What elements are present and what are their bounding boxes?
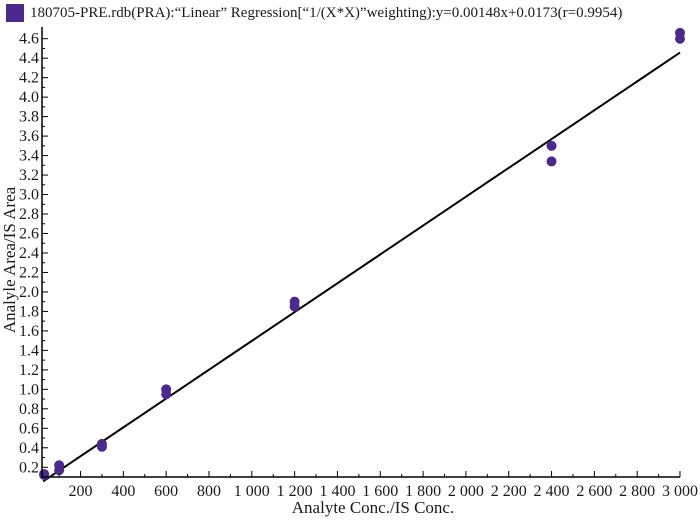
x-tick-label: 1 200 — [277, 483, 313, 500]
y-tick-label: 0.6 — [19, 420, 39, 437]
y-tick-label: 2.2 — [19, 264, 39, 281]
x-tick-label: 200 — [69, 483, 93, 500]
x-tick-label: 800 — [197, 483, 221, 500]
y-tick-label: 1.8 — [19, 303, 39, 320]
y-tick-label: 3.6 — [19, 128, 39, 145]
y-tick-label: 1.4 — [19, 342, 39, 359]
y-tick-label: 4.0 — [19, 89, 39, 106]
y-tick-label: 0.8 — [19, 401, 39, 418]
chart-title: 180705-PRE.rdb(PRA):“Linear” Regression[… — [30, 4, 623, 21]
data-point — [289, 301, 300, 312]
x-tick-label: 2 600 — [576, 483, 612, 500]
y-tick-label: 3.4 — [19, 148, 39, 165]
y-tick-label: 1.0 — [19, 381, 39, 398]
y-tick-label: 0.4 — [19, 440, 39, 457]
y-tick-label: 3.8 — [19, 109, 39, 126]
x-tick-label: 600 — [154, 483, 178, 500]
y-tick-label: 4.2 — [19, 70, 39, 87]
x-tick-label: 1 600 — [362, 483, 398, 500]
y-tick-label: 3.2 — [19, 167, 39, 184]
x-tick-label: 2 200 — [491, 483, 527, 500]
data-point — [161, 389, 172, 400]
data-point — [675, 33, 685, 44]
data-point — [546, 140, 557, 151]
legend-swatch — [6, 4, 24, 22]
x-axis-title: Analyte Conc./IS Conc. — [292, 498, 454, 517]
y-tick-label: 1.2 — [19, 362, 39, 379]
y-tick-label: 3.0 — [19, 187, 39, 204]
data-point — [96, 441, 107, 452]
x-tick-label: 1 000 — [234, 483, 270, 500]
y-tick-label: 2.0 — [19, 284, 39, 301]
x-tick-label: 1 400 — [319, 483, 355, 500]
data-point — [39, 470, 50, 481]
y-tick-label: 4.6 — [19, 31, 39, 48]
y-tick-label: 1.6 — [19, 323, 39, 340]
y-tick-label: 2.4 — [19, 245, 39, 262]
regression-line — [42, 51, 681, 483]
x-tick-label: 1 800 — [405, 483, 441, 500]
x-tick-label: 2 800 — [619, 483, 655, 500]
x-tick-label: 2 000 — [448, 483, 484, 500]
chart-legend: 180705-PRE.rdb(PRA):“Linear” Regression[… — [6, 2, 622, 24]
y-tick-label: 2.6 — [19, 225, 39, 242]
y-tick-label: 4.4 — [19, 50, 39, 67]
y-tick-label: 2.8 — [19, 206, 39, 223]
x-tick-label: 400 — [111, 483, 135, 500]
x-tick-label: 2 400 — [534, 483, 570, 500]
y-axis-title: Analyle Area/IS Area — [0, 186, 19, 333]
data-point — [54, 465, 65, 476]
y-tick-label: 0.2 — [19, 459, 39, 476]
x-tick-label: 3 000 — [662, 483, 698, 500]
data-point — [546, 156, 557, 167]
